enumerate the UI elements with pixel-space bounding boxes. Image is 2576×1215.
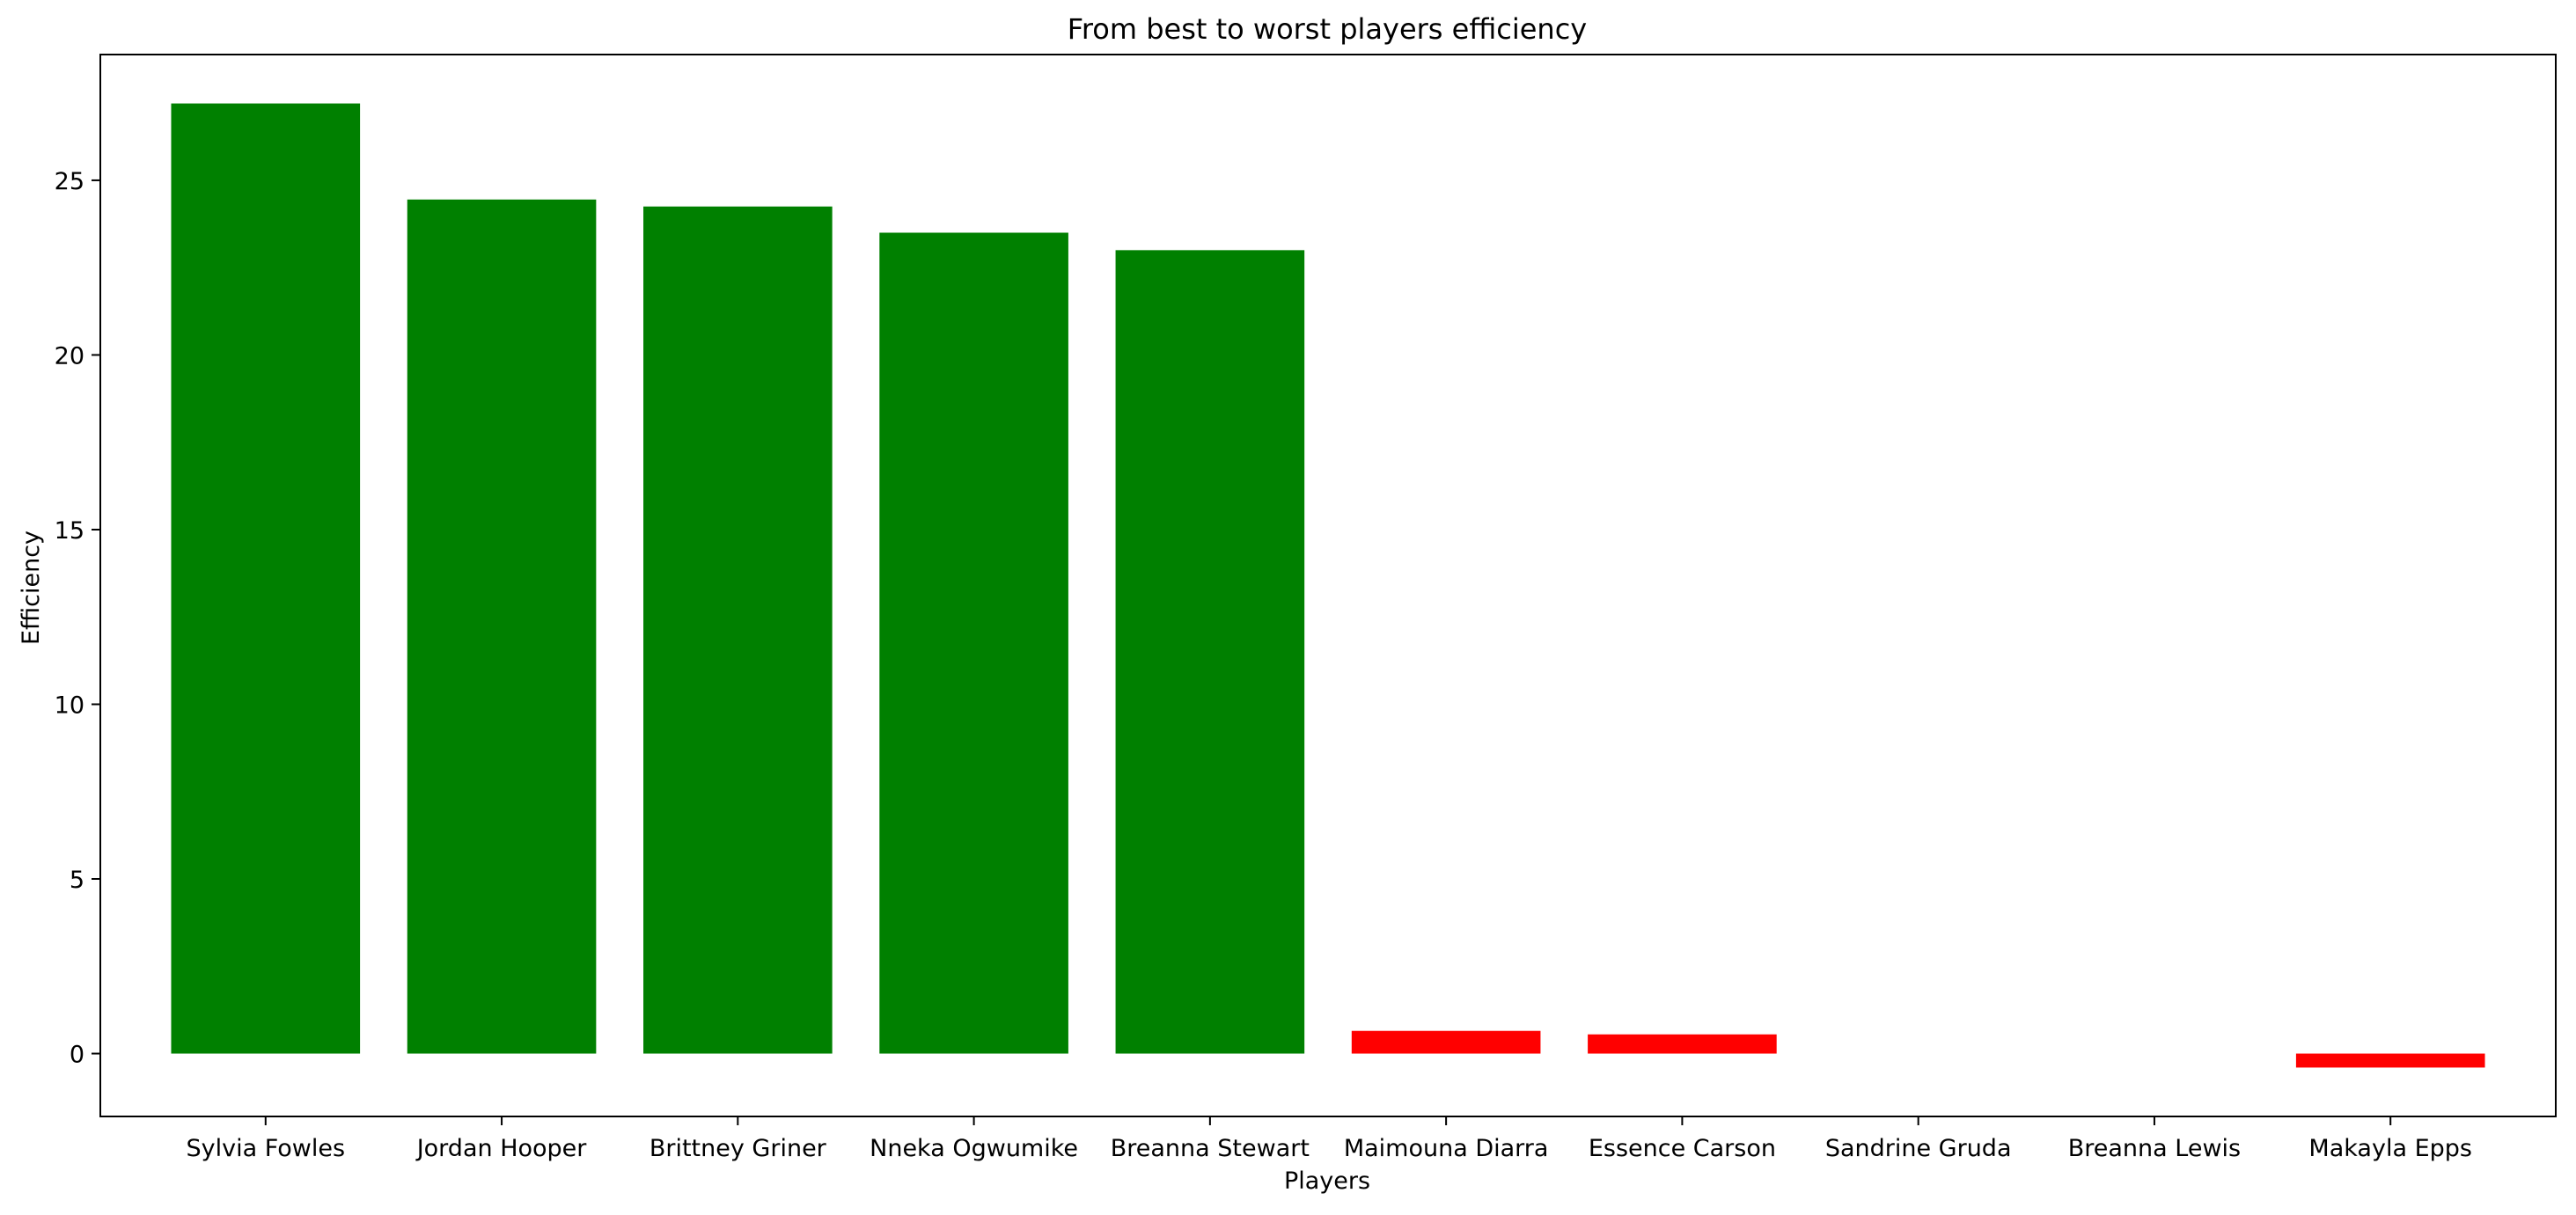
x-tick-label: Maimouna Diarra	[1344, 1135, 1549, 1162]
x-tick-label: Sandrine Gruda	[1825, 1135, 2012, 1162]
x-axis: Sylvia Fowles Jordan Hooper Brittney Grine…	[186, 1116, 2472, 1162]
y-axis-label: Efficiency	[18, 531, 45, 645]
bar-maimouna-diarra	[1351, 1030, 1541, 1054]
bar-brittney-griner	[643, 206, 833, 1054]
y-tick-label: 15	[55, 517, 84, 545]
x-tick-label: Brittney Griner	[650, 1135, 827, 1162]
bar-essence-carson	[1588, 1034, 1777, 1054]
y-tick-label: 25	[55, 168, 84, 195]
bar-jordan-hooper	[407, 199, 597, 1054]
bar-breanna-stewart	[1115, 250, 1305, 1054]
y-axis: 0 5 10 15 20 25	[55, 168, 100, 1069]
bars-group	[171, 103, 2485, 1068]
y-tick-label: 10	[55, 692, 84, 719]
x-tick-label: Essence Carson	[1589, 1135, 1776, 1162]
x-tick-label: Nneka Ogwumike	[870, 1135, 1078, 1162]
y-tick-label: 20	[55, 342, 84, 370]
y-tick-label: 5	[70, 867, 84, 894]
x-axis-label: Players	[1284, 1167, 1370, 1195]
x-tick-label: Jordan Hooper	[415, 1135, 588, 1162]
bar-sylvia-fowles	[171, 103, 361, 1054]
x-tick-label: Breanna Stewart	[1111, 1135, 1310, 1162]
x-tick-label: Makayla Epps	[2308, 1135, 2472, 1162]
y-tick-label: 0	[70, 1042, 84, 1069]
chart-title: From best to worst players efficiency	[1068, 12, 1587, 46]
x-tick-label: Breanna Lewis	[2068, 1135, 2241, 1162]
bar-makayla-epps	[2295, 1053, 2485, 1068]
plot-frame	[99, 54, 2557, 1117]
x-tick-label: Sylvia Fowles	[186, 1135, 345, 1162]
bar-nneka-ogwumike	[879, 232, 1068, 1054]
